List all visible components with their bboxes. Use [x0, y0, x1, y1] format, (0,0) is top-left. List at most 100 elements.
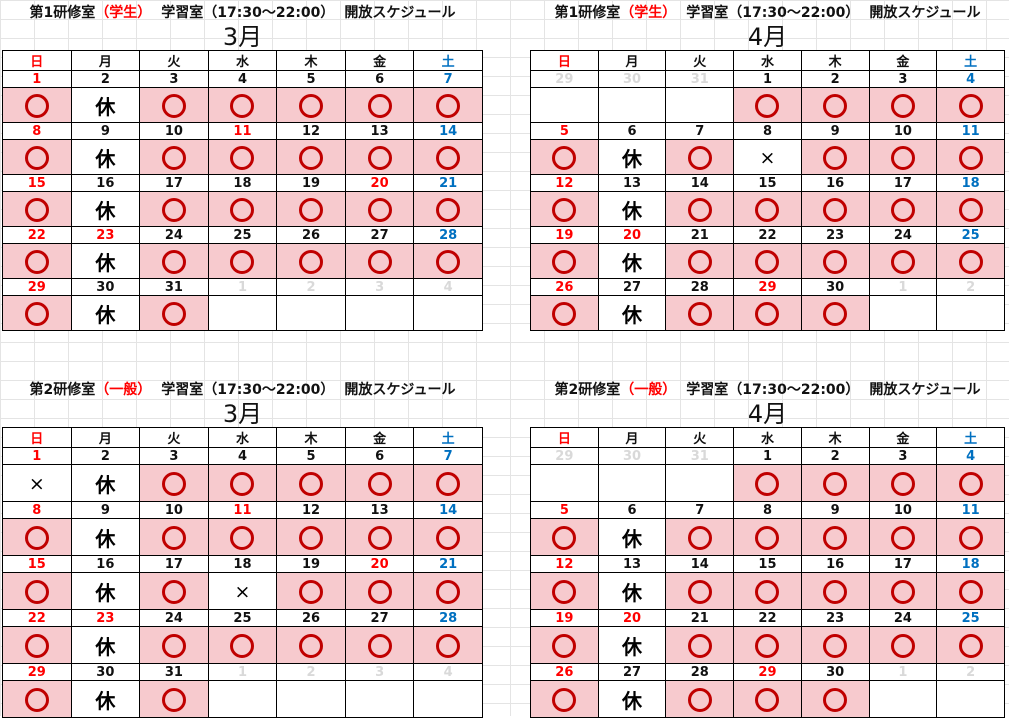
open-circle-icon	[823, 633, 848, 658]
status-cell-empty	[344, 295, 415, 331]
date-cell: 26	[276, 609, 346, 627]
date-cell: 17	[139, 174, 209, 192]
weekday-header-cell: 日	[2, 427, 72, 448]
status-cell-open	[936, 464, 1005, 502]
status-cell-closed: 休	[70, 626, 141, 664]
status-cell-open	[344, 626, 415, 664]
closed-label: 休	[95, 198, 116, 223]
date-cell: 29	[2, 663, 72, 681]
status-row	[530, 464, 1005, 502]
open-circle-icon	[890, 525, 915, 550]
date-cell: 10	[868, 122, 938, 140]
status-cell-open	[276, 139, 346, 175]
status-row: 休	[2, 243, 483, 279]
open-circle-icon	[687, 197, 712, 222]
date-cell: 3	[344, 278, 415, 296]
date-cell: 13	[344, 122, 415, 140]
date-cell: 13	[344, 501, 415, 519]
date-cell: 5	[276, 447, 346, 465]
status-cell-open	[800, 572, 870, 610]
date-cell: 11	[936, 122, 1005, 140]
status-cell-open	[800, 626, 870, 664]
open-circle-icon	[755, 525, 780, 550]
status-cell-empty	[413, 295, 483, 331]
date-cell: 18	[207, 174, 278, 192]
date-cell: 29	[530, 70, 599, 88]
status-cell-open	[733, 243, 802, 279]
date-cell: 12	[276, 122, 346, 140]
date-cell: 25	[936, 226, 1005, 244]
status-cell-open	[139, 295, 209, 331]
date-cell: 14	[665, 174, 735, 192]
open-circle-icon	[755, 197, 780, 222]
open-circle-icon	[367, 525, 392, 550]
date-row: 8 9 10 11 12 13 14	[2, 122, 483, 140]
weekday-header-cell: 月	[597, 50, 667, 71]
date-cell: 14	[665, 555, 735, 573]
open-circle-icon	[230, 93, 255, 118]
status-cell-open	[139, 680, 209, 718]
status-row: 休	[2, 191, 483, 227]
schedule-table: 日月火水木金土 1 2 3 4 5 6 7 × 休 8 9 10 11 12 13 14 休 15 16 17 18 19 2…	[2, 427, 483, 718]
date-cell: 18	[936, 174, 1005, 192]
weekday-header-cell: 水	[733, 427, 802, 448]
open-circle-icon	[24, 579, 49, 604]
status-cell-open	[936, 518, 1005, 556]
open-circle-icon	[890, 93, 915, 118]
date-cell: 29	[733, 663, 802, 681]
open-circle-icon	[552, 633, 577, 658]
status-cell-empty	[868, 295, 938, 331]
date-cell: 9	[800, 501, 870, 519]
date-cell: 4	[936, 447, 1005, 465]
date-cell: 3	[868, 447, 938, 465]
date-cell: 7	[413, 70, 483, 88]
date-row: 22 23 24 25 26 27 28	[2, 609, 483, 627]
date-cell: 10	[139, 501, 209, 519]
closed-label: 休	[95, 580, 116, 605]
status-cell-open	[139, 464, 209, 502]
status-cell-open	[733, 680, 802, 718]
weekday-header-cell: 月	[597, 427, 667, 448]
open-circle-icon	[552, 145, 577, 170]
status-cell-empty	[530, 87, 599, 123]
date-cell: 2	[936, 663, 1005, 681]
status-cell-open	[868, 464, 938, 502]
status-cell-open	[276, 572, 346, 610]
open-circle-icon	[823, 93, 848, 118]
open-circle-icon	[436, 525, 461, 550]
open-circle-icon	[299, 633, 324, 658]
status-cell-open	[800, 680, 870, 718]
open-circle-icon	[436, 93, 461, 118]
open-circle-icon	[755, 579, 780, 604]
room-name: 第1研修室	[554, 5, 621, 21]
date-cell: 28	[413, 609, 483, 627]
open-circle-icon	[436, 471, 461, 496]
open-circle-icon	[436, 145, 461, 170]
status-cell-open	[665, 626, 735, 664]
date-row: 8 9 10 11 12 13 14	[2, 501, 483, 519]
date-cell: 2	[276, 663, 346, 681]
status-cell-open	[139, 139, 209, 175]
date-cell: 15	[733, 174, 802, 192]
status-cell-open	[800, 139, 870, 175]
status-cell-open	[2, 191, 72, 227]
date-cell: 6	[597, 122, 667, 140]
schedule-table: 日月火水木金土 29 30 31 1 2 3 4 5 6 7 8 9 10 11 休 × 12 13 14 15 16 17…	[530, 50, 1005, 331]
date-cell: 22	[2, 226, 72, 244]
date-cell: 27	[597, 278, 667, 296]
status-cell-empty	[413, 680, 483, 718]
date-cell: 1	[868, 663, 938, 681]
calendar-title: 第2研修室（一般） 学習室（17:30～22:00） 開放スケジュール	[2, 379, 483, 401]
status-cell-closed: 休	[70, 243, 141, 279]
open-circle-icon	[436, 633, 461, 658]
weekday-header-row: 日月火水木金土	[530, 50, 1005, 71]
date-cell: 4	[207, 447, 278, 465]
title-suffix: 開放スケジュール	[344, 382, 456, 398]
status-cell-open	[276, 464, 346, 502]
room-tag: （一般）	[95, 382, 152, 398]
status-cell-closed: 休	[70, 464, 141, 502]
open-circle-icon	[958, 249, 983, 274]
status-cell-open	[276, 518, 346, 556]
open-circle-icon	[161, 301, 186, 326]
